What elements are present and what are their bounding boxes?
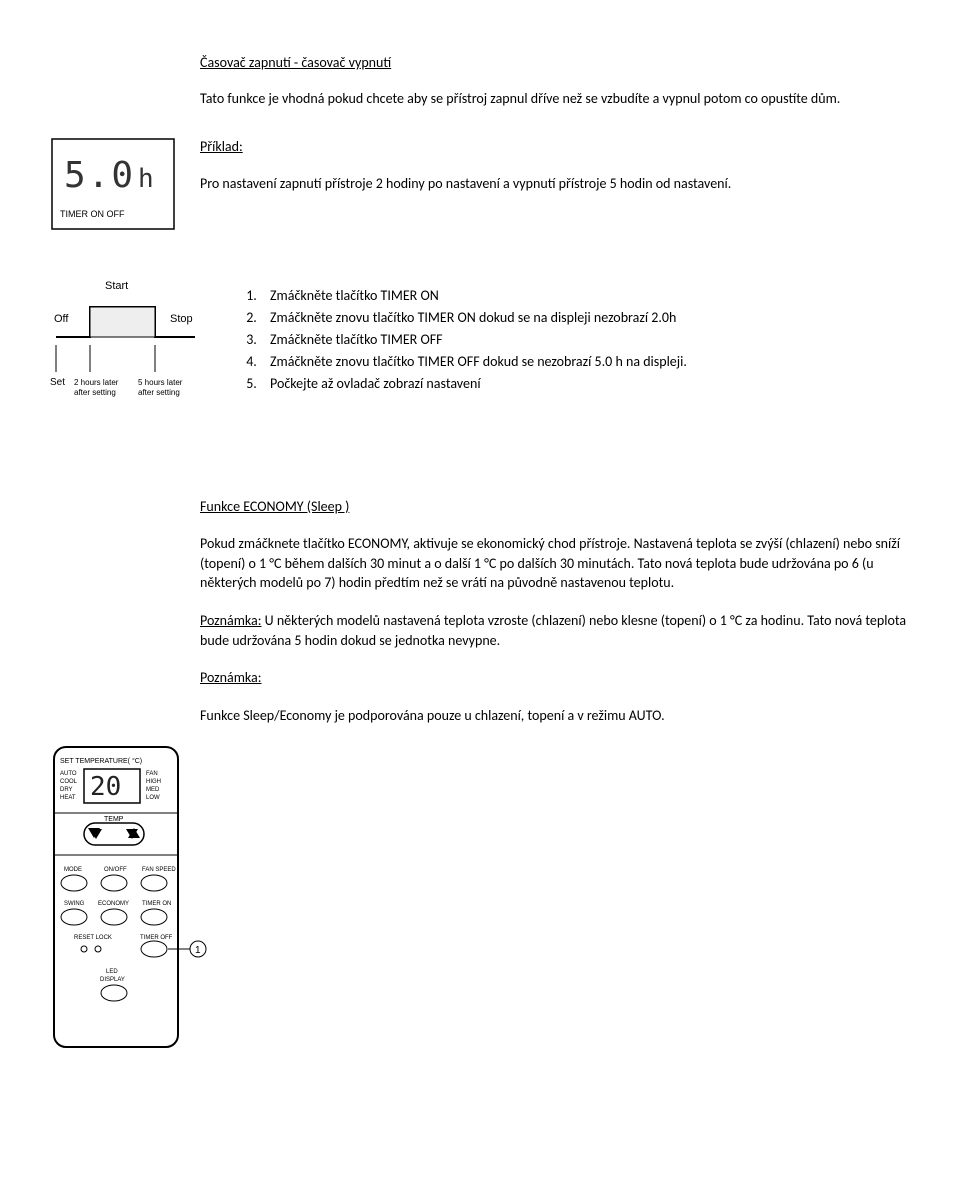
svg-text:DRY: DRY	[60, 787, 73, 793]
lcd-main-text: 5.0	[64, 155, 135, 196]
section2-title: Funkce ECONOMY (Sleep )	[200, 498, 349, 515]
svg-text:DISPLAY: DISPLAY	[100, 977, 125, 983]
svg-text:20: 20	[90, 772, 121, 802]
svg-text:1: 1	[195, 945, 201, 956]
step-item: Zmáčkněte znovu tlačítko TIMER ON dokud …	[260, 307, 910, 328]
svg-text:AUTO: AUTO	[60, 771, 77, 777]
svg-text:MODE: MODE	[64, 867, 82, 873]
example-label: Příklad:	[200, 138, 243, 155]
svg-text:TIMER OFF: TIMER OFF	[140, 935, 173, 941]
svg-text:HIGH: HIGH	[146, 779, 161, 785]
diag-start-label: Start	[105, 280, 128, 292]
timing-diagram: Start Off Stop Set 2 hours later after s…	[50, 277, 200, 427]
svg-text:TIMER ON: TIMER ON	[142, 901, 171, 907]
step-item: Zmáčkněte tlačítko TIMER OFF	[260, 329, 910, 350]
svg-text:FAN SPEED: FAN SPEED	[142, 867, 176, 873]
svg-text:2 hours later: 2 hours later	[74, 378, 119, 387]
steps-list: Zmáčkněte tlačítko TIMER ON Zmáčkněte zn…	[224, 285, 910, 394]
section2-p1: Pokud zmáčknete tlačítko ECONOMY, aktivu…	[200, 534, 910, 593]
svg-text:h: h	[138, 164, 154, 194]
svg-text:COOL: COOL	[60, 779, 78, 785]
section2-note2-label: Poznámka:	[200, 669, 262, 686]
diag-off-label: Off	[54, 313, 69, 325]
section2-note-text: U některých modelů nastavená teplota vzr…	[200, 612, 906, 649]
svg-text:FAN: FAN	[146, 771, 158, 777]
svg-text:5 hours later: 5 hours later	[138, 378, 183, 387]
svg-text:LOW: LOW	[146, 795, 160, 801]
lcd-sub-text: TIMER ON OFF	[60, 209, 125, 219]
svg-text:RESET LOCK: RESET LOCK	[74, 935, 112, 941]
svg-text:SWING: SWING	[64, 901, 85, 907]
step-item: Zmáčkněte tlačítko TIMER ON	[260, 285, 910, 306]
step-item: Zmáčkněte znovu tlačítko TIMER OFF dokud…	[260, 351, 910, 372]
section1-title: Časovač zapnutí - časovač vypnutí	[200, 54, 910, 71]
example-text: Pro nastavení zapnutí přístroje 2 hodiny…	[200, 174, 910, 194]
section1-intro: Tato funkce je vhodná pokud chcete aby s…	[200, 89, 910, 109]
section2-note-label: Poznámka:	[200, 612, 262, 629]
lcd-illustration: 5.0 h TIMER ON OFF	[50, 137, 176, 247]
diag-stop-label: Stop	[170, 313, 193, 325]
svg-text:TEMP: TEMP	[104, 816, 124, 823]
svg-text:ECONOMY: ECONOMY	[98, 901, 129, 907]
svg-text:after setting: after setting	[74, 388, 116, 397]
svg-text:after setting: after setting	[138, 388, 180, 397]
remote-illustration: SET TEMPERATURE( °C) 20 AUTO COOL DRY HE…	[50, 743, 910, 1053]
step-item: Počkejte až ovladač zobrazí nastavení	[260, 373, 910, 394]
section2-p2: Funkce Sleep/Economy je podporována pouz…	[200, 706, 910, 726]
svg-text:HEAT: HEAT	[60, 795, 76, 801]
diag-set-label: Set	[50, 377, 65, 388]
svg-text:SET TEMPERATURE( °C): SET TEMPERATURE( °C)	[60, 757, 142, 765]
svg-text:MED: MED	[146, 787, 160, 793]
svg-text:ON/OFF: ON/OFF	[104, 867, 127, 873]
svg-text:LED: LED	[106, 969, 118, 975]
